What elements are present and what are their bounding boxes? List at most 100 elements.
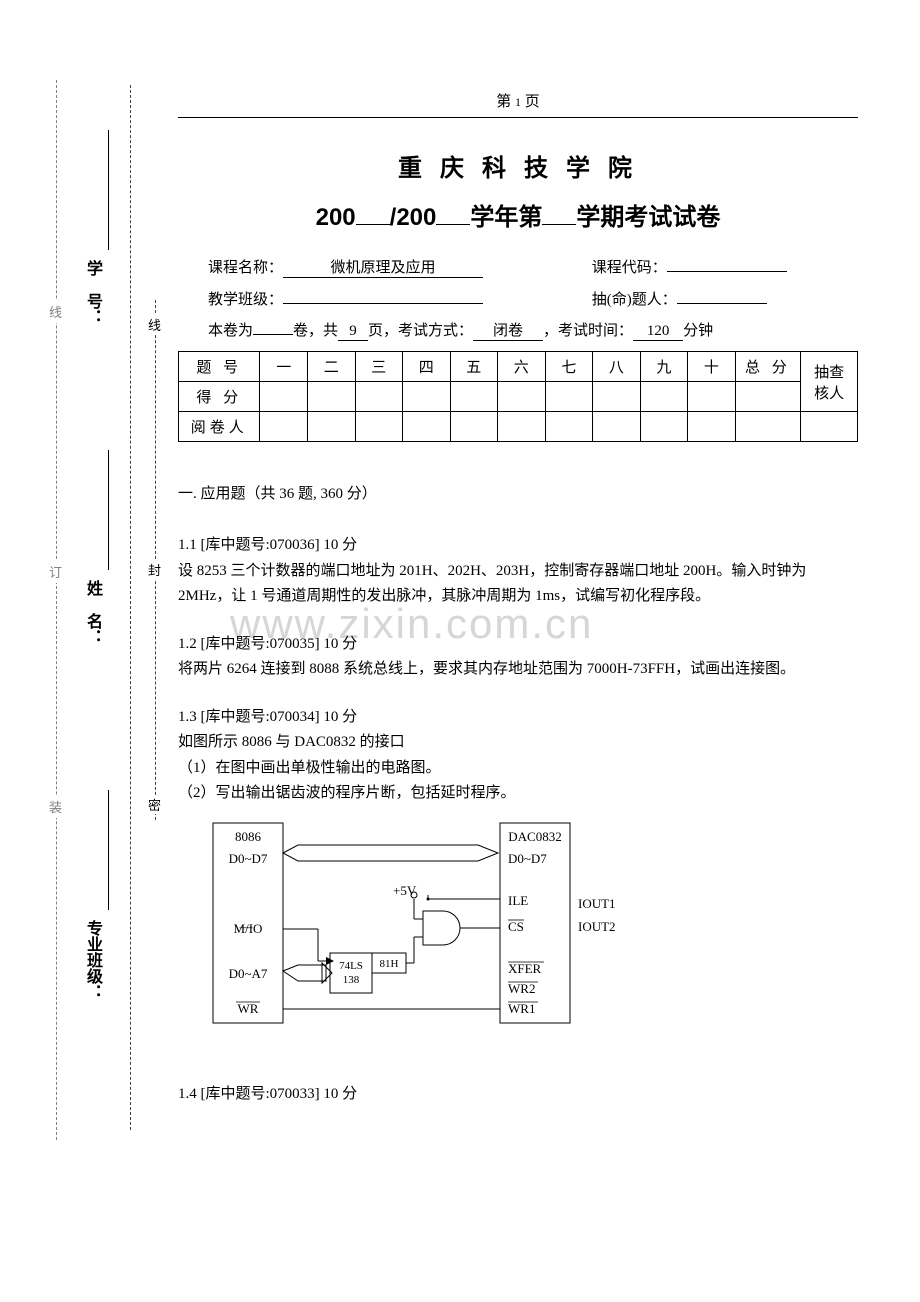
table-row: 得 分 <box>179 382 858 412</box>
svg-pin: WR <box>238 1001 259 1016</box>
col-header: 五 <box>450 352 498 382</box>
col-header: 六 <box>498 352 546 382</box>
row-header: 题 号 <box>179 352 260 382</box>
exam-title: 200/200 学年第 学期考试试卷 <box>178 197 858 232</box>
code-label: 课程代码： <box>592 260 667 276</box>
question-body: 将两片 6264 连接到 8088 系统总线上，要求其内存地址范围为 7000H… <box>178 657 858 683</box>
question-head: 1.4 [库中题号:070033] 10 分 <box>178 1082 858 1108</box>
setter-value <box>677 303 767 304</box>
svg-pin: IOUT2 <box>578 919 616 934</box>
svg-pin: WR2 <box>508 981 535 996</box>
class-value <box>283 303 483 304</box>
col-header: 九 <box>640 352 688 382</box>
svg-left-chip: 8086 <box>235 829 262 844</box>
code-value <box>667 271 787 272</box>
field-xingming-line <box>108 450 109 570</box>
col-header: 二 <box>307 352 355 382</box>
table-row: 题 号 一 二 三 四 五 六 七 八 九 十 总 分 抽查 核人 <box>179 352 858 382</box>
exam-mode: 闭卷 <box>473 319 543 341</box>
exam-p2: 卷，共 <box>293 323 338 339</box>
question-body-l3: （2）写出输出锯齿波的程序片断，包括延时程序。 <box>178 781 858 807</box>
checker-l2: 核人 <box>814 386 844 402</box>
question-1-3: 1.3 [库中题号:070034] 10 分 如图所示 8086 与 DAC08… <box>178 705 858 1053</box>
info-row-3: 本卷为 卷，共9页，考试方式：闭卷，考试时间：120分钟 <box>178 319 858 341</box>
field-xuehao-line <box>108 130 109 250</box>
svg-right-chip: DAC0832 <box>508 829 561 844</box>
question-head: 1.3 [库中题号:070034] 10 分 <box>178 705 858 731</box>
sealed-xian: 线 <box>148 315 161 334</box>
outer-dash-line <box>56 80 57 1140</box>
field-xingming-label: 姓 名： <box>80 580 104 645</box>
svg-pin: D0~A7 <box>229 966 268 981</box>
col-header: 七 <box>545 352 593 382</box>
exam-p3: 页，考试方式： <box>368 323 473 339</box>
question-body: 设 8253 三个计数器的端口地址为 201H、202H、203H，控制寄存器端… <box>178 559 858 610</box>
question-1-1: 1.1 [库中题号:070036] 10 分 设 8253 三个计数器的端口地址… <box>178 533 858 610</box>
question-head: 1.2 [库中题号:070035] 10 分 <box>178 632 858 658</box>
svg-text:―: ― <box>239 919 254 934</box>
svg-pin: WR1 <box>508 1001 535 1016</box>
col-header: 四 <box>403 352 451 382</box>
dash-label-ding: 订 <box>49 560 62 583</box>
field-banji-line <box>108 790 109 910</box>
exam-minutes: 120 <box>633 323 683 341</box>
setter-label: 抽(命)题人： <box>592 292 677 308</box>
table-row: 阅卷人 <box>179 412 858 442</box>
section-title: 一. 应用题（共 36 题, 360 分） <box>178 482 858 503</box>
title-p4: 学期考试试卷 <box>576 204 720 231</box>
school-name: 重 庆 科 技 学 院 <box>178 148 858 183</box>
course-value: 微机原理及应用 <box>283 256 483 278</box>
question-body-l2: （1）在图中画出单极性输出的电路图。 <box>178 756 858 782</box>
col-header: 三 <box>355 352 403 382</box>
sealed-feng: 封 <box>148 560 161 579</box>
field-banji-label: 专业班级： <box>80 920 104 1000</box>
info-row-1: 课程名称：微机原理及应用 课程代码： <box>178 256 858 278</box>
page-suffix: 页 <box>525 94 540 110</box>
exam-p5: 分钟 <box>683 323 713 339</box>
sealed-mi: 密 <box>148 795 161 814</box>
dash-label-zhuang: 装 <box>49 795 62 818</box>
svg-pin: D0~D7 <box>229 851 268 866</box>
binding-margin: 装 订 线 密 封 线 学 号： 姓 名： 专业班级： <box>0 0 175 1302</box>
page-num-value: 1 <box>515 95 521 109</box>
class-label: 教学班级： <box>208 292 283 308</box>
exam-p4: ，考试时间： <box>543 323 633 339</box>
header-rule <box>178 117 858 118</box>
svg-pin: XFER <box>508 961 542 976</box>
course-label: 课程名称： <box>208 260 283 276</box>
circuit-diagram: 8086 D0~D7 M/IO ― D0~A7 WR DAC0832 D0~D7… <box>198 813 628 1053</box>
svg-pin: D0~D7 <box>508 851 547 866</box>
dash-label-xian: 线 <box>49 300 62 323</box>
field-xuehao-label: 学 号： <box>80 260 104 325</box>
title-p1: 200 <box>316 204 356 231</box>
col-total: 总 分 <box>735 352 801 382</box>
svg-pin: CS <box>508 919 524 934</box>
exam-p1: 本卷为 <box>208 323 253 339</box>
svg-decoder-out: 81H <box>380 958 399 970</box>
row-header: 阅卷人 <box>179 412 260 442</box>
svg-decoder-l1: 74LS <box>339 960 363 972</box>
score-table: 题 号 一 二 三 四 五 六 七 八 九 十 总 分 抽查 核人 得 分 阅卷… <box>178 351 858 442</box>
question-1-4: 1.4 [库中题号:070033] 10 分 <box>178 1082 858 1108</box>
svg-vcc: +5V <box>393 883 417 898</box>
title-p3: 学年第 <box>470 204 542 231</box>
row-header: 得 分 <box>179 382 260 412</box>
inner-dash-line <box>130 85 131 1130</box>
svg-decoder-l2: 138 <box>343 974 360 986</box>
checker-l1: 抽查 <box>814 365 844 381</box>
page-number: 第 1 页 <box>178 90 858 111</box>
svg-pin: ILE <box>508 893 528 908</box>
question-body-l1: 如图所示 8086 与 DAC0832 的接口 <box>178 730 858 756</box>
title-p2: /200 <box>390 204 437 231</box>
exam-pages: 9 <box>338 323 368 341</box>
info-row-2: 教学班级： 抽(命)题人： <box>178 288 858 309</box>
svg-pin: IOUT1 <box>578 896 616 911</box>
col-header: 十 <box>688 352 736 382</box>
col-header: 八 <box>593 352 641 382</box>
document-body: 第 1 页 重 庆 科 技 学 院 200/200 学年第 学期考试试卷 课程名称：… <box>178 90 858 1130</box>
question-head: 1.1 [库中题号:070036] 10 分 <box>178 533 858 559</box>
checker-cell: 抽查 核人 <box>801 352 858 412</box>
col-header: 一 <box>260 352 308 382</box>
page-prefix: 第 <box>496 94 511 110</box>
question-1-2: 1.2 [库中题号:070035] 10 分 将两片 6264 连接到 8088… <box>178 632 858 683</box>
